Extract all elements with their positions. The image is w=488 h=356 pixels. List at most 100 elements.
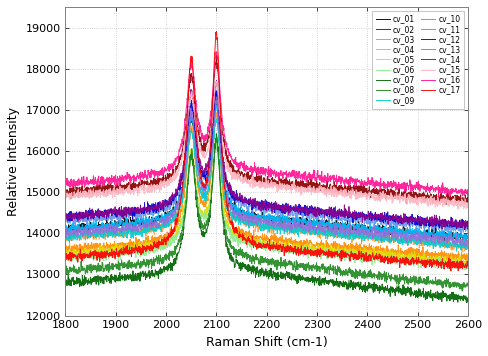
cv_01 [244, 211, 250, 216]
cv_02 [340, 188, 346, 192]
cv_08 [70, 268, 76, 272]
cv_02 [464, 198, 470, 203]
cv_03 [464, 252, 470, 256]
cv_05 [244, 239, 250, 243]
cv_06 [62, 255, 68, 260]
Line: cv_11: cv_11 [65, 92, 467, 234]
cv_09 [134, 224, 140, 229]
cv_05 [70, 248, 76, 253]
cv_16 [134, 171, 140, 176]
cv_07 [463, 300, 468, 305]
Line: cv_07: cv_07 [65, 134, 467, 303]
cv_01 [62, 222, 68, 227]
cv_11 [244, 206, 250, 210]
cv_14 [464, 227, 470, 231]
cv_08 [213, 135, 219, 139]
Line: cv_05: cv_05 [65, 139, 467, 267]
cv_13 [134, 225, 140, 229]
cv_03 [70, 247, 76, 251]
cv_03 [439, 250, 445, 254]
cv_10 [134, 220, 140, 224]
cv_08 [458, 289, 464, 293]
cv_06 [70, 255, 76, 259]
cv_01 [464, 234, 470, 238]
cv_01 [70, 225, 76, 229]
cv_08 [62, 267, 68, 271]
cv_08 [134, 263, 140, 267]
cv_09 [340, 235, 346, 240]
cv_16 [340, 180, 346, 184]
cv_16 [439, 180, 445, 185]
cv_07 [244, 266, 250, 270]
cv_03 [268, 233, 274, 237]
cv_10 [439, 235, 445, 239]
cv_15 [134, 187, 140, 191]
cv_14 [340, 211, 346, 215]
cv_08 [464, 282, 470, 286]
cv_12 [70, 214, 76, 218]
cv_12 [244, 202, 250, 206]
cv_16 [213, 50, 219, 54]
cv_02 [70, 191, 76, 195]
Line: cv_16: cv_16 [65, 52, 467, 197]
cv_01 [449, 239, 455, 244]
cv_08 [244, 252, 250, 257]
cv_07 [439, 290, 445, 295]
cv_09 [439, 244, 445, 248]
cv_11 [134, 213, 140, 217]
Line: cv_01: cv_01 [65, 99, 467, 241]
cv_15 [464, 203, 470, 207]
cv_01 [268, 218, 274, 222]
cv_06 [340, 250, 346, 254]
cv_05 [439, 256, 445, 261]
cv_13 [244, 217, 250, 221]
cv_06 [461, 268, 467, 272]
cv_03 [244, 233, 250, 237]
Legend: cv_01, cv_02, cv_03, cv_04, cv_05, cv_06, cv_07, cv_08, cv_09, cv_10, cv_11, cv_: cv_01, cv_02, cv_03, cv_04, cv_05, cv_06… [372, 11, 463, 109]
cv_17 [70, 256, 76, 260]
Line: cv_03: cv_03 [65, 114, 467, 261]
cv_07 [340, 282, 346, 286]
cv_16 [435, 194, 441, 199]
cv_06 [134, 252, 140, 256]
cv_08 [268, 260, 274, 264]
cv_09 [62, 231, 68, 236]
cv_02 [439, 199, 445, 204]
cv_12 [439, 218, 445, 222]
cv_03 [457, 259, 463, 263]
cv_13 [214, 98, 220, 102]
cv_11 [70, 219, 76, 223]
Line: cv_17: cv_17 [65, 32, 467, 271]
cv_17 [134, 251, 140, 255]
cv_15 [439, 198, 445, 203]
Line: cv_08: cv_08 [65, 137, 467, 291]
Line: cv_10: cv_10 [65, 105, 467, 242]
cv_05 [458, 265, 464, 269]
cv_03 [213, 111, 219, 116]
cv_08 [439, 280, 445, 284]
cv_16 [62, 181, 68, 185]
cv_02 [442, 203, 448, 207]
cv_13 [70, 229, 76, 233]
cv_10 [340, 225, 346, 229]
cv_04 [340, 235, 346, 239]
cv_12 [134, 209, 140, 213]
cv_06 [464, 263, 470, 267]
cv_07 [213, 132, 219, 136]
cv_17 [447, 269, 453, 273]
cv_01 [213, 97, 219, 101]
cv_14 [70, 211, 76, 215]
cv_14 [213, 78, 219, 83]
cv_04 [213, 111, 219, 115]
cv_05 [268, 245, 274, 250]
cv_13 [268, 222, 274, 226]
cv_04 [464, 239, 470, 244]
cv_17 [464, 265, 470, 269]
cv_11 [464, 231, 470, 236]
cv_13 [340, 232, 346, 236]
cv_04 [459, 250, 465, 254]
cv_13 [462, 245, 468, 249]
cv_07 [70, 279, 76, 284]
cv_13 [464, 238, 470, 242]
Line: cv_06: cv_06 [65, 141, 467, 270]
